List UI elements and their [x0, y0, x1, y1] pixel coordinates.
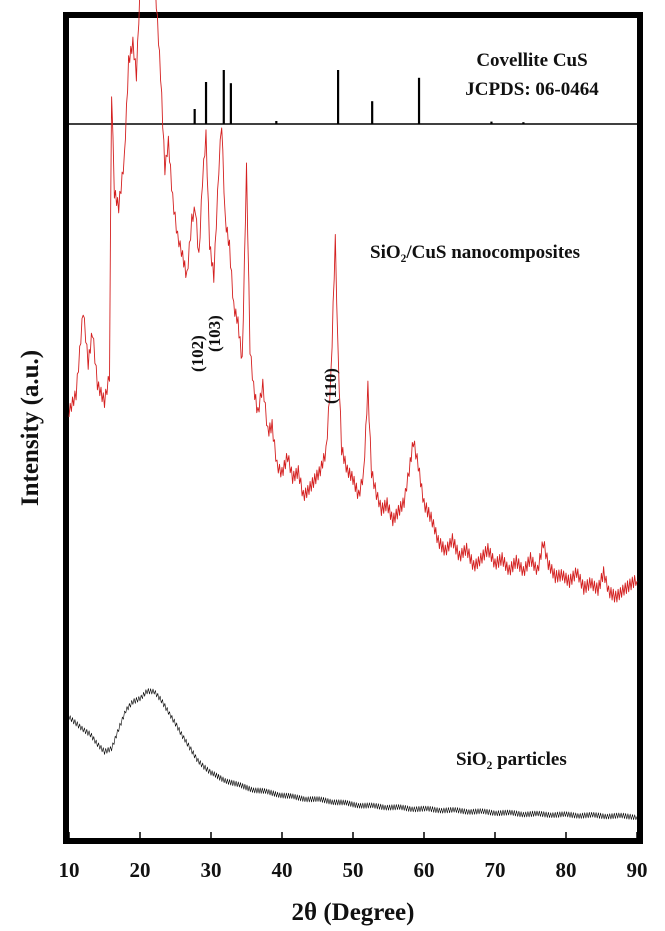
composite-series-label: SiO₂/CuS nanocomposites: [370, 242, 580, 263]
reference-label-line1: Covellite CuS: [476, 50, 587, 71]
x-tick-label-3: 40: [272, 858, 293, 882]
reference-sticks: [193, 70, 525, 124]
peak-label-0: (102): [188, 335, 207, 372]
x-tick-label-0: 10: [59, 858, 80, 882]
y-axis-title: Intensity (a.u.): [17, 350, 44, 506]
plot-frame: [63, 12, 643, 844]
x-axis-ticks: 10 20 30 40 50 60 70 80 90: [59, 832, 648, 882]
series-line-0: [68, 0, 638, 603]
peak-labels: (102)(103) (110): [188, 315, 340, 404]
x-tick-label-4: 50: [343, 858, 364, 882]
x-axis-title: 2θ (Degree): [292, 899, 415, 926]
x-tick-label-7: 80: [556, 858, 577, 882]
x-tick-label-5: 60: [414, 858, 435, 882]
peak-label-1: (103): [205, 315, 224, 352]
peak-label-2: (110): [321, 368, 340, 404]
series-layer: [68, 0, 638, 820]
series-line-1: [68, 688, 638, 820]
reference-label-line2: JCPDS: 06-0464: [465, 79, 599, 100]
x-tick-label-1: 20: [130, 858, 151, 882]
x-tick-label-6: 70: [485, 858, 506, 882]
sio2-series-label: SiO₂ particles: [456, 749, 567, 770]
x-tick-label-8: 90: [627, 858, 648, 882]
x-tick-label-2: 30: [201, 858, 222, 882]
